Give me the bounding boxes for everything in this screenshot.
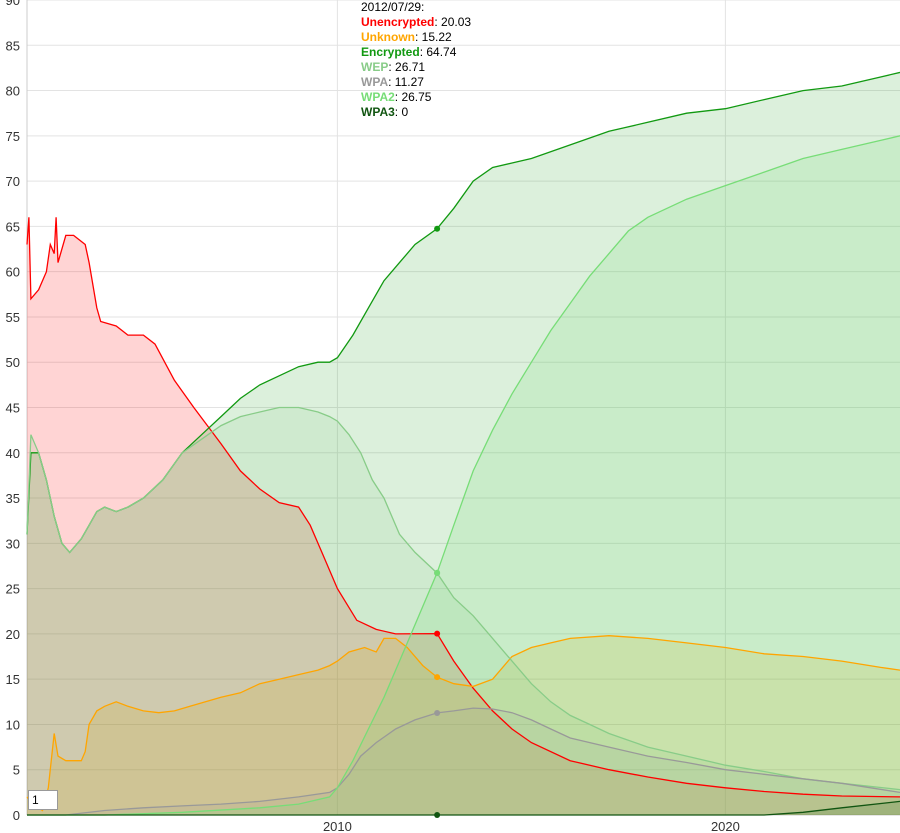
y-tick-label: 5: [13, 763, 20, 778]
legend-row-wep: WEP: 26.71: [361, 60, 471, 75]
series-fill-wep: [27, 407, 900, 815]
legend-row-wpa3: WPA3: 0: [361, 105, 471, 120]
legend-row-unknown: Unknown: 15.22: [361, 30, 471, 45]
y-tick-label: 25: [6, 582, 20, 597]
series-line-wep: [26, 406, 900, 791]
y-tick-label: 80: [6, 84, 20, 99]
y-tick-label: 70: [6, 174, 20, 189]
legend-series-value: 0: [401, 105, 409, 119]
y-tick-label: 0: [13, 808, 20, 823]
series-fill-encrypted: [27, 72, 900, 815]
y-tick-label: 50: [6, 355, 20, 370]
legend-separator: :: [394, 105, 402, 119]
y-tick-label: 20: [6, 627, 20, 642]
highlight-point-wpa: [434, 709, 441, 716]
highlight-point-unknown: [434, 674, 441, 681]
legend-rows: Unencrypted: 20.03 Unknown: 15.22 Encrypte…: [361, 15, 471, 120]
highlight-point-encrypted: [434, 225, 441, 232]
legend-separator: :: [394, 90, 402, 104]
y-tick-label: 40: [6, 446, 20, 461]
legend-row-wpa: WPA: 11.27: [361, 75, 471, 90]
series-fills: [27, 72, 900, 816]
roll-period-input[interactable]: 1: [28, 790, 58, 810]
legend-separator: :: [388, 60, 396, 74]
series-line-unencrypted: [26, 217, 900, 798]
legend-row-unencrypted: Unencrypted: 20.03: [361, 15, 471, 30]
series-fill-wpa2: [27, 135, 900, 816]
legend-series-value: 26.75: [401, 90, 432, 104]
y-tick-label: 45: [6, 401, 20, 416]
y-tick-label: 90: [6, 0, 20, 8]
legend-series-name: WPA2: [361, 90, 395, 104]
legend-separator: :: [419, 45, 427, 59]
legend-series-name: Unencrypted: [361, 15, 435, 29]
y-tick-label: 85: [6, 38, 20, 53]
series-fill-unknown: [27, 635, 900, 815]
y-tick-label: 55: [6, 310, 20, 325]
y-tick-label: 15: [6, 672, 20, 687]
y-tick-label: 10: [6, 717, 20, 732]
series-fill-wpa3: [27, 801, 900, 815]
legend-separator: :: [415, 30, 422, 44]
legend-series-value: 20.03: [441, 15, 472, 29]
axis-tick-labels: 0510152025303540455055606570758085902010…: [6, 0, 740, 833]
y-tick-label: 75: [6, 129, 20, 144]
highlight-points: [434, 225, 441, 818]
legend-series-value: 26.71: [395, 60, 426, 74]
legend-series-name: WEP: [361, 60, 389, 74]
y-tick-label: 60: [6, 265, 20, 280]
legend-row-encrypted: Encrypted: 64.74: [361, 45, 471, 60]
legend-date: 2012/07/29:: [361, 0, 425, 14]
series-fill-wpa: [27, 708, 900, 815]
chart-legend: 2012/07/29: Unencrypted: 20.03 Unknown: 1…: [361, 0, 471, 120]
x-tick-label: 2020: [711, 819, 740, 833]
series-line-wpa2: [27, 135, 900, 816]
legend-series-name: Unknown: [361, 30, 415, 44]
legend-separator: :: [388, 75, 395, 89]
y-tick-label: 30: [6, 536, 20, 551]
legend-series-value: 11.27: [394, 75, 424, 89]
x-tick-label: 2010: [323, 819, 352, 833]
legend-series-name: Encrypted: [361, 45, 420, 59]
series-fill-unencrypted: [27, 217, 900, 816]
legend-separator: :: [434, 15, 442, 29]
legend-series-value: 15.22: [421, 30, 452, 44]
series-line-unknown: [26, 635, 900, 812]
legend-series-name: WPA3: [361, 105, 395, 119]
highlight-point-unencrypted: [434, 630, 441, 637]
legend-row-wpa2: WPA2: 26.75: [361, 90, 471, 105]
highlight-point-wpa3: [434, 812, 441, 818]
y-tick-label: 65: [6, 219, 20, 234]
highlight-point-wpa2: [434, 569, 441, 576]
y-tick-label: 35: [6, 491, 20, 506]
legend-series-name: WPA: [361, 75, 389, 89]
legend-series-value: 64.74: [426, 45, 457, 59]
